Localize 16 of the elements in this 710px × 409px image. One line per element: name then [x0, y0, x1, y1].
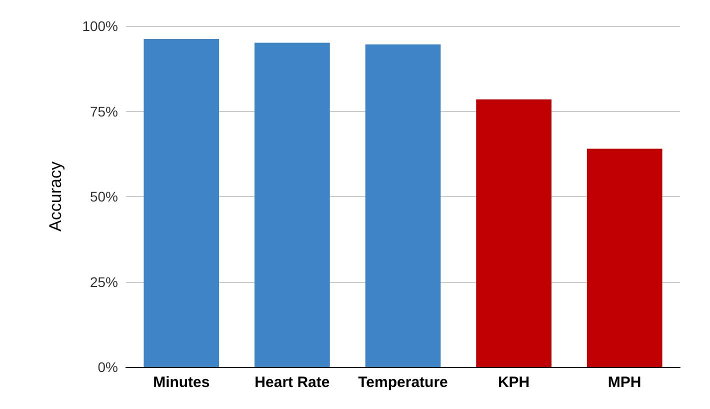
y-axis-title: Accuracy [46, 161, 65, 232]
bar [476, 99, 552, 367]
x-tick-label: Temperature [358, 374, 448, 391]
y-tick-label: 25% [90, 274, 118, 290]
y-tick-label: 100% [82, 18, 118, 34]
bar [365, 44, 441, 367]
x-tick-label: MPH [608, 374, 642, 391]
bar [254, 42, 330, 367]
y-tick-label: 75% [90, 103, 118, 120]
y-tick-label: 0% [98, 359, 118, 375]
bar [144, 38, 220, 367]
x-tick-label: KPH [498, 374, 530, 391]
x-tick-label: Minutes [153, 374, 210, 391]
bar [586, 148, 662, 367]
x-tick-label: Heart Rate [254, 374, 330, 391]
y-tick-label: 50% [90, 188, 118, 204]
